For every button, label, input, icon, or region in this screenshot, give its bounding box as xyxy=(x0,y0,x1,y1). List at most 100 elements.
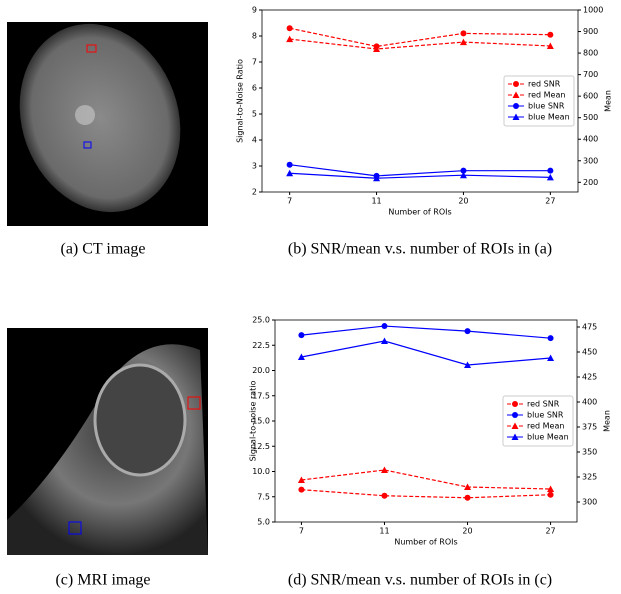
y-tick-label: 8 xyxy=(252,32,257,41)
data-point xyxy=(297,476,305,483)
x-tick-label: 11 xyxy=(379,527,389,536)
legend-marker xyxy=(512,401,518,407)
image-caption: (a) CT image xyxy=(60,241,145,258)
legend-label: red SNR xyxy=(527,400,560,409)
series-line xyxy=(289,27,551,48)
y-tick-label: 12.5 xyxy=(252,442,270,451)
x-axis-label: Number of ROIs xyxy=(394,538,457,547)
legend-marker xyxy=(512,91,520,98)
y2-tick-label: 500 xyxy=(583,113,598,122)
data-point xyxy=(298,486,305,493)
data-point xyxy=(286,25,293,32)
legend-marker xyxy=(511,422,519,429)
y2-tick-label: 350 xyxy=(582,448,597,457)
data-point xyxy=(546,42,554,49)
data-point xyxy=(547,491,554,498)
legend-label: red Mean xyxy=(528,91,565,100)
y-tick-label: 20.0 xyxy=(252,366,270,375)
data-point xyxy=(547,485,555,492)
data-point xyxy=(460,167,467,174)
x-tick-label: 11 xyxy=(371,197,381,206)
x-tick-label: 7 xyxy=(287,197,292,206)
data-point xyxy=(286,169,294,177)
ct-image xyxy=(7,22,208,226)
series-line xyxy=(289,164,551,177)
x-tick-label: 20 xyxy=(462,527,472,536)
series-line xyxy=(289,172,551,179)
y2-axis-label: Mean xyxy=(603,410,612,432)
data-point xyxy=(373,174,381,182)
y-tick-label: 10.0 xyxy=(252,467,270,476)
y2-tick-label: 425 xyxy=(582,373,597,382)
data-point xyxy=(373,45,381,52)
y-axis-label: Signal-to-Noise Ratio xyxy=(236,59,245,143)
data-point xyxy=(464,361,472,368)
data-point xyxy=(459,171,467,179)
y2-tick-label: 800 xyxy=(583,49,598,58)
y-tick-label: 15.0 xyxy=(252,417,270,426)
data-point xyxy=(286,35,294,43)
y-tick-label: 2 xyxy=(252,188,257,197)
x-tick-label: 27 xyxy=(545,527,555,536)
legend-marker xyxy=(512,113,520,120)
legend-label: blue Mean xyxy=(527,433,569,442)
y2-tick-label: 475 xyxy=(582,323,597,332)
y-tick-label: 6 xyxy=(252,84,257,93)
y-tick-label: 7 xyxy=(252,58,257,67)
y2-tick-label: 450 xyxy=(582,348,597,357)
y2-tick-label: 400 xyxy=(583,135,598,144)
data-point xyxy=(547,167,554,174)
data-point xyxy=(547,354,555,361)
series-line xyxy=(289,38,551,50)
x-axis-label: Number of ROIs xyxy=(388,208,451,217)
y2-tick-label: 325 xyxy=(582,473,597,482)
y2-tick-label: 300 xyxy=(582,498,597,507)
x-tick-label: 27 xyxy=(545,197,555,206)
series-line xyxy=(301,469,551,490)
data-point xyxy=(286,161,293,168)
data-point xyxy=(380,337,388,344)
legend-marker xyxy=(511,433,519,440)
y2-tick-label: 700 xyxy=(583,70,598,79)
data-point xyxy=(460,30,467,37)
y-tick-label: 5.0 xyxy=(257,518,270,527)
data-point xyxy=(547,335,554,342)
y-tick-label: 5 xyxy=(252,110,257,119)
series-line xyxy=(301,325,551,339)
series-line xyxy=(301,489,551,499)
legend-label: blue SNR xyxy=(528,102,565,111)
legend-label: red Mean xyxy=(527,422,564,431)
y2-tick-label: 600 xyxy=(583,92,598,101)
data-point xyxy=(464,494,471,501)
legend-marker xyxy=(513,81,519,87)
y2-tick-label: 300 xyxy=(583,156,598,165)
data-point xyxy=(459,38,467,46)
data-point xyxy=(464,328,471,335)
legend-marker xyxy=(512,412,518,418)
legend-label: blue Mean xyxy=(528,113,570,122)
image-caption: (c) MRI image xyxy=(55,572,150,589)
series-line xyxy=(301,340,551,366)
y2-axis-label: Mean xyxy=(604,90,613,112)
y-tick-label: 25.0 xyxy=(252,316,270,325)
legend-label: red SNR xyxy=(528,80,561,89)
data-point xyxy=(547,31,554,38)
chart-caption: (b) SNR/mean v.s. number of ROIs in (a) xyxy=(288,241,552,258)
y-tick-label: 17.5 xyxy=(252,391,270,400)
x-tick-label: 20 xyxy=(458,197,468,206)
chart-caption: (d) SNR/mean v.s. number of ROIs in (c) xyxy=(288,572,552,589)
data-point xyxy=(381,323,388,330)
y2-tick-label: 375 xyxy=(582,423,597,432)
legend-marker xyxy=(513,103,519,109)
data-point xyxy=(297,353,305,360)
data-point xyxy=(464,483,472,490)
data-point xyxy=(380,466,388,473)
y2-tick-label: 400 xyxy=(582,398,597,407)
y-tick-label: 22.5 xyxy=(252,341,270,350)
y2-tick-label: 200 xyxy=(583,178,598,187)
y-tick-label: 7.5 xyxy=(257,492,270,501)
x-tick-label: 7 xyxy=(299,527,304,536)
y2-tick-label: 900 xyxy=(583,27,598,36)
